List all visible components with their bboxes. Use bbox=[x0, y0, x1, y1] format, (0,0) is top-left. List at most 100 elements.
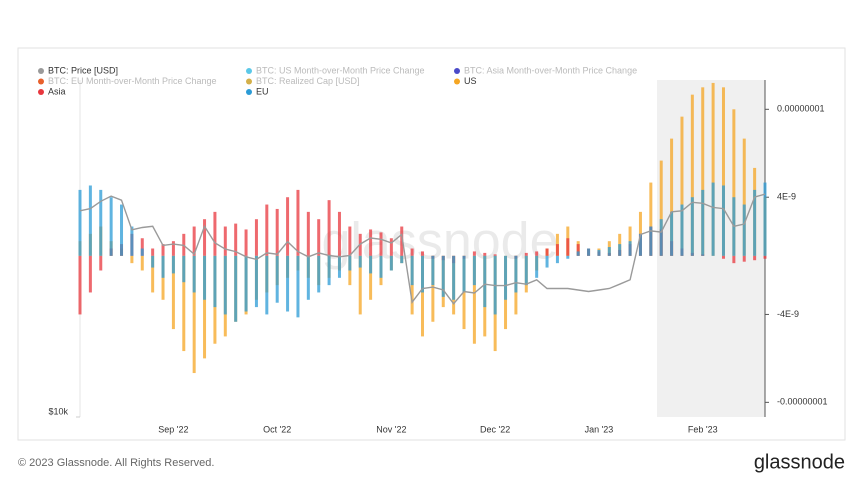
y2-tick-label: -0.00000001 bbox=[777, 397, 828, 407]
bar bbox=[742, 255, 746, 262]
bar bbox=[389, 238, 393, 256]
bar bbox=[472, 255, 476, 344]
bar bbox=[192, 255, 196, 293]
bar bbox=[670, 211, 674, 256]
bar bbox=[140, 248, 144, 256]
bar bbox=[306, 255, 310, 300]
bar bbox=[659, 160, 663, 256]
bar bbox=[524, 255, 528, 286]
partial-data-shade bbox=[657, 80, 765, 417]
bar bbox=[576, 244, 580, 256]
bar bbox=[286, 255, 290, 312]
bar bbox=[555, 255, 559, 264]
bar bbox=[701, 87, 705, 256]
bar bbox=[732, 109, 736, 256]
legend-label: Asia bbox=[48, 86, 66, 96]
bar bbox=[576, 251, 580, 256]
bar bbox=[182, 255, 186, 283]
legend-label: BTC: Asia Month-over-Month Price Change bbox=[464, 65, 637, 75]
bar bbox=[348, 255, 352, 271]
bar bbox=[327, 200, 331, 256]
bar bbox=[192, 226, 196, 256]
bar bbox=[742, 204, 746, 256]
bar bbox=[421, 251, 424, 256]
bar bbox=[753, 255, 757, 261]
bar bbox=[265, 204, 269, 256]
bar bbox=[171, 255, 175, 330]
bar bbox=[701, 189, 705, 256]
bar bbox=[452, 255, 456, 300]
bar bbox=[369, 255, 373, 300]
bar bbox=[223, 226, 227, 256]
bar bbox=[296, 189, 300, 256]
bar bbox=[130, 226, 134, 256]
bar bbox=[670, 138, 674, 256]
bar bbox=[161, 255, 165, 278]
bar bbox=[680, 204, 684, 256]
bar bbox=[182, 255, 186, 352]
bar bbox=[369, 229, 373, 256]
bar bbox=[369, 255, 373, 274]
bar bbox=[171, 255, 175, 274]
legend-label: BTC: US Month-over-Month Price Change bbox=[256, 65, 425, 75]
legend-marker bbox=[454, 78, 460, 85]
bar bbox=[711, 182, 715, 256]
bar bbox=[337, 255, 341, 278]
bar bbox=[566, 255, 570, 259]
bar bbox=[410, 255, 414, 286]
bar bbox=[493, 254, 497, 256]
bar bbox=[566, 238, 570, 256]
bar bbox=[317, 219, 321, 256]
bar bbox=[88, 255, 92, 293]
bar bbox=[327, 255, 331, 286]
y2-tick-label: 0.00000001 bbox=[777, 104, 825, 114]
bar bbox=[140, 238, 144, 256]
bar bbox=[659, 219, 663, 256]
bar bbox=[244, 229, 248, 256]
bar bbox=[234, 223, 238, 256]
bar bbox=[431, 255, 435, 286]
bar bbox=[721, 185, 725, 256]
bar bbox=[254, 255, 258, 308]
bar bbox=[483, 255, 487, 308]
bar bbox=[171, 241, 175, 256]
bar bbox=[607, 247, 611, 256]
bar bbox=[358, 255, 362, 315]
bar bbox=[763, 255, 767, 259]
bar bbox=[472, 255, 476, 286]
legend-marker bbox=[38, 89, 44, 95]
x-tick-label: Oct '22 bbox=[263, 424, 291, 434]
legend-marker bbox=[38, 68, 44, 74]
bar bbox=[638, 233, 642, 256]
bar bbox=[203, 255, 207, 359]
bar bbox=[472, 251, 476, 256]
bar bbox=[690, 94, 694, 256]
bar bbox=[99, 255, 103, 271]
bar bbox=[545, 248, 549, 256]
bar bbox=[265, 255, 269, 315]
bar bbox=[120, 204, 124, 256]
legend-marker bbox=[246, 78, 252, 85]
bar bbox=[151, 248, 155, 256]
x-tick-label: Jan '23 bbox=[585, 424, 614, 434]
bar bbox=[649, 182, 653, 256]
bar bbox=[400, 255, 404, 264]
bar bbox=[223, 255, 227, 315]
bar bbox=[348, 226, 352, 256]
bar bbox=[628, 241, 632, 256]
bar bbox=[721, 87, 725, 256]
legend-marker bbox=[246, 89, 252, 95]
legend-marker bbox=[38, 78, 44, 85]
bar bbox=[130, 255, 134, 264]
bar bbox=[421, 255, 424, 293]
bar bbox=[431, 255, 435, 322]
bar bbox=[306, 211, 310, 256]
bar bbox=[483, 252, 487, 256]
legend-label: BTC: Price [USD] bbox=[48, 65, 118, 75]
bar bbox=[535, 251, 539, 256]
bar bbox=[504, 255, 508, 300]
bar bbox=[618, 244, 622, 256]
legend-marker bbox=[454, 68, 460, 74]
bar bbox=[587, 248, 591, 256]
